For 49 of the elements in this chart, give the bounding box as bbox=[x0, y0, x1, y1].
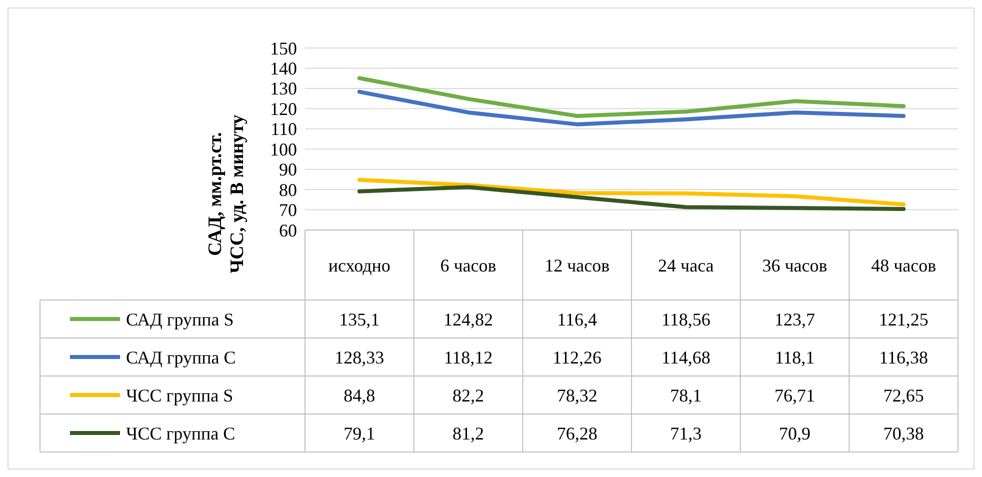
x-tick-label: 36 часов bbox=[762, 255, 828, 276]
y-tick-label: 140 bbox=[270, 58, 297, 79]
data-label: 124,82 bbox=[444, 309, 493, 330]
data-label: 76,71 bbox=[774, 385, 815, 406]
line-series bbox=[357, 185, 906, 212]
data-label: 82,2 bbox=[452, 385, 484, 406]
data-label: 135,1 bbox=[339, 309, 380, 330]
data-label: 78,1 bbox=[670, 385, 702, 406]
data-label: 116,4 bbox=[557, 309, 598, 330]
data-label: 81,2 bbox=[452, 423, 484, 444]
data-label: 78,32 bbox=[556, 385, 598, 406]
y-axis-title: САД, мм.рт.ст. ЧСС, уд. В минуту bbox=[205, 114, 248, 274]
data-label: 118,1 bbox=[774, 347, 815, 368]
data-label: 116,38 bbox=[879, 347, 928, 368]
y-tick-label: 90 bbox=[279, 160, 297, 180]
y-tick-label: 60 bbox=[279, 220, 297, 240]
x-tick-label: исходно bbox=[328, 255, 390, 276]
data-label: 84,8 bbox=[344, 385, 376, 406]
data-label: 121,25 bbox=[878, 309, 928, 330]
data-label: 76,28 bbox=[556, 423, 598, 444]
x-tick-label: 48 часов bbox=[871, 255, 936, 276]
y-tick-label: 150 bbox=[270, 38, 297, 58]
y-tick-label: 120 bbox=[270, 98, 297, 119]
data-label: 70,38 bbox=[883, 423, 924, 444]
data-label: 70,9 bbox=[779, 423, 810, 444]
y-tick-label: 110 bbox=[270, 119, 297, 140]
data-label: 79,1 bbox=[344, 423, 376, 444]
data-label: 128,33 bbox=[334, 347, 384, 368]
line-series bbox=[357, 76, 906, 118]
data-label: 123,7 bbox=[774, 309, 815, 330]
line-series bbox=[357, 178, 906, 206]
legend-label: ЧСС группа С bbox=[126, 423, 236, 444]
y-tick-label: 130 bbox=[270, 78, 297, 99]
x-tick-label: 12 часов bbox=[544, 255, 610, 276]
data-label: 114,68 bbox=[661, 347, 710, 368]
data-label: 72,65 bbox=[883, 385, 924, 406]
data-label: 112,26 bbox=[552, 347, 602, 368]
y-tick-label: 80 bbox=[279, 180, 297, 200]
data-label: 118,12 bbox=[444, 347, 493, 368]
legend-label: САД группа S bbox=[126, 309, 234, 330]
legend-label: САД группа С bbox=[126, 347, 236, 368]
legend-label: ЧСС группа S bbox=[126, 385, 234, 406]
y-tick-label: 70 bbox=[279, 200, 297, 220]
data-label: 71,3 bbox=[670, 423, 702, 444]
y-tick-label: 100 bbox=[270, 139, 297, 160]
x-tick-label: 24 часа bbox=[658, 255, 714, 276]
x-tick-label: 6 часов bbox=[440, 255, 496, 276]
line-series bbox=[357, 90, 906, 126]
data-label: 118,56 bbox=[661, 309, 710, 330]
